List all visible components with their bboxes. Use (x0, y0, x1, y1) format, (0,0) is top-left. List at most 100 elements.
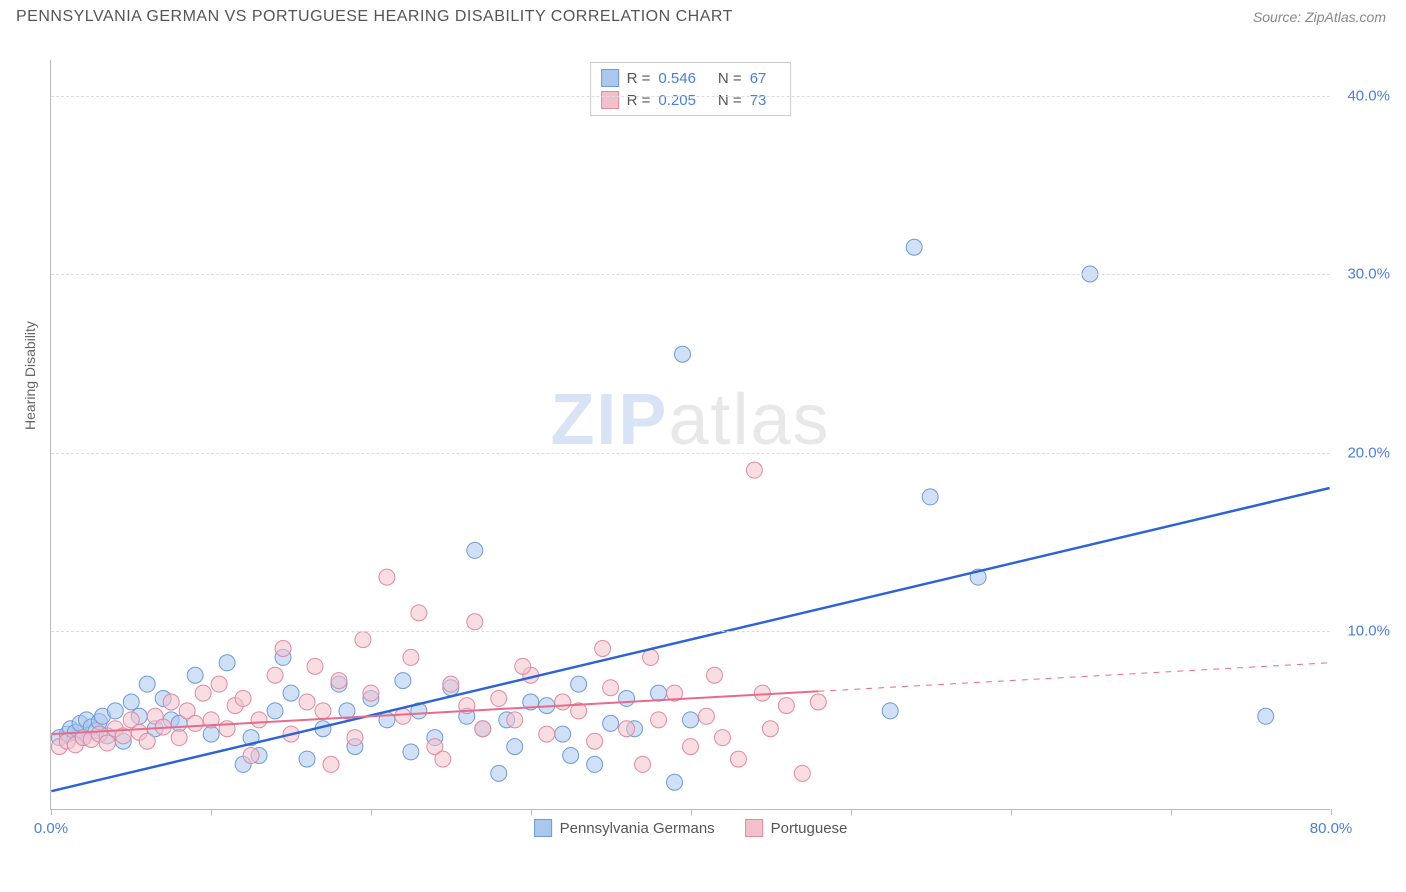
data-point-series-1 (515, 658, 531, 674)
data-point-series-1 (651, 712, 667, 728)
data-point-series-0 (507, 739, 523, 755)
data-point-series-1 (794, 765, 810, 781)
data-point-series-0 (882, 703, 898, 719)
data-point-series-1 (139, 733, 155, 749)
data-point-series-1 (275, 641, 291, 657)
data-point-series-0 (651, 685, 667, 701)
data-point-series-1 (507, 712, 523, 728)
y-axis-label: Hearing Disability (22, 321, 38, 430)
data-point-series-1 (347, 730, 363, 746)
data-point-series-1 (99, 735, 115, 751)
data-point-series-1 (243, 748, 259, 764)
data-point-series-1 (595, 641, 611, 657)
data-point-series-1 (746, 462, 762, 478)
data-point-series-0 (491, 765, 507, 781)
chart-title: PENNSYLVANIA GERMAN VS PORTUGUESE HEARIN… (16, 8, 733, 26)
data-point-series-1 (363, 685, 379, 701)
data-point-series-1 (762, 721, 778, 737)
data-point-series-1 (235, 690, 251, 706)
x-tick (1171, 809, 1172, 815)
x-tick (531, 809, 532, 815)
data-point-series-0 (603, 715, 619, 731)
data-point-series-0 (563, 748, 579, 764)
data-point-series-1 (619, 721, 635, 737)
data-point-series-0 (683, 712, 699, 728)
data-point-series-1 (587, 733, 603, 749)
data-point-series-1 (539, 726, 555, 742)
data-point-series-1 (714, 730, 730, 746)
data-point-series-0 (619, 690, 635, 706)
legend-item-0: Pennsylvania Germans (534, 819, 715, 837)
data-point-series-0 (467, 542, 483, 558)
data-point-series-1 (603, 680, 619, 696)
data-point-series-1 (635, 756, 651, 772)
data-point-series-1 (211, 676, 227, 692)
data-point-series-1 (403, 649, 419, 665)
x-tick (1011, 809, 1012, 815)
data-point-series-1 (323, 756, 339, 772)
data-point-series-1 (706, 667, 722, 683)
x-tick (851, 809, 852, 815)
data-point-series-1 (643, 649, 659, 665)
data-point-series-0 (571, 676, 587, 692)
data-point-series-0 (219, 655, 235, 671)
y-tick-label: 30.0% (1347, 266, 1390, 283)
data-point-series-1 (379, 569, 395, 585)
data-point-series-1 (267, 667, 283, 683)
data-point-series-1 (163, 694, 179, 710)
data-point-series-0 (203, 726, 219, 742)
plot-svg (51, 60, 1330, 809)
x-tick-label: 80.0% (1310, 820, 1353, 837)
data-point-series-1 (251, 712, 267, 728)
data-point-series-1 (187, 715, 203, 731)
legend-swatch-1 (745, 819, 763, 837)
chart-area: ZIPatlas R = 0.546 N = 67 R = 0.205 N = … (50, 60, 1330, 810)
gridline (51, 453, 1330, 454)
data-point-series-0 (667, 774, 683, 790)
data-point-series-0 (1258, 708, 1274, 724)
data-point-series-0 (403, 744, 419, 760)
data-point-series-1 (435, 751, 451, 767)
x-tick (51, 809, 52, 815)
y-tick-label: 10.0% (1347, 623, 1390, 640)
data-point-series-1 (491, 690, 507, 706)
legend-label-0: Pennsylvania Germans (560, 820, 715, 837)
data-point-series-0 (139, 676, 155, 692)
x-tick (1331, 809, 1332, 815)
data-point-series-1 (730, 751, 746, 767)
data-point-series-0 (555, 726, 571, 742)
x-tick (211, 809, 212, 815)
data-point-series-0 (906, 239, 922, 255)
data-point-series-0 (283, 685, 299, 701)
legend-item-1: Portuguese (745, 819, 848, 837)
data-point-series-0 (395, 673, 411, 689)
x-tick-label: 0.0% (34, 820, 68, 837)
data-point-series-1 (754, 685, 770, 701)
gridline (51, 96, 1330, 97)
gridline (51, 274, 1330, 275)
x-tick (691, 809, 692, 815)
data-point-series-1 (683, 739, 699, 755)
data-point-series-1 (355, 632, 371, 648)
data-point-series-0 (922, 489, 938, 505)
gridline (51, 631, 1330, 632)
data-point-series-0 (675, 346, 691, 362)
data-point-series-0 (267, 703, 283, 719)
source-label: Source: ZipAtlas.com (1253, 9, 1386, 25)
data-point-series-1 (475, 721, 491, 737)
trend-line-dashed-series-1 (818, 663, 1329, 692)
data-point-series-0 (107, 703, 123, 719)
x-tick (371, 809, 372, 815)
data-point-series-1 (195, 685, 211, 701)
data-point-series-1 (171, 730, 187, 746)
data-point-series-0 (299, 751, 315, 767)
data-point-series-0 (123, 694, 139, 710)
data-point-series-1 (411, 605, 427, 621)
title-bar: PENNSYLVANIA GERMAN VS PORTUGUESE HEARIN… (0, 0, 1406, 30)
data-point-series-0 (187, 667, 203, 683)
data-point-series-1 (395, 708, 411, 724)
data-point-series-1 (299, 694, 315, 710)
y-tick-label: 40.0% (1347, 87, 1390, 104)
legend-bottom: Pennsylvania Germans Portuguese (534, 819, 848, 837)
y-tick-label: 20.0% (1347, 444, 1390, 461)
